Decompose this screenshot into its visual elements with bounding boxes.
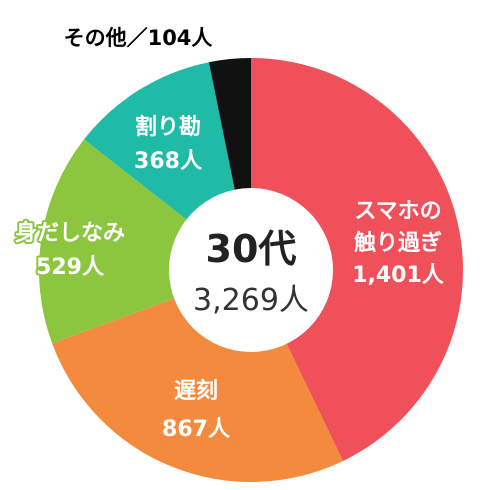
slice-4-value-label: 368人 bbox=[134, 149, 202, 174]
slice-1 bbox=[251, 58, 464, 462]
slice-2-value-label: 867人 bbox=[162, 417, 230, 442]
center-title: 30代 bbox=[206, 227, 297, 271]
slice-4-label: 割り勘 bbox=[135, 114, 201, 140]
slice-1-label: 触り過ぎ bbox=[354, 230, 442, 256]
slice-3 bbox=[39, 139, 252, 344]
slice-5-label: その他／104人 bbox=[64, 26, 213, 50]
slice-1-value-label: 1,401人 bbox=[352, 263, 444, 288]
donut-hole bbox=[169, 188, 333, 352]
center-total: 3,269人 bbox=[193, 283, 309, 318]
slice-3-value-label: 529人 bbox=[36, 255, 104, 280]
slice-2-label: 遅刻 bbox=[174, 378, 218, 404]
slice-3-label: 身だしなみ bbox=[15, 220, 125, 246]
slice-1-label: スマホの bbox=[354, 199, 441, 224]
